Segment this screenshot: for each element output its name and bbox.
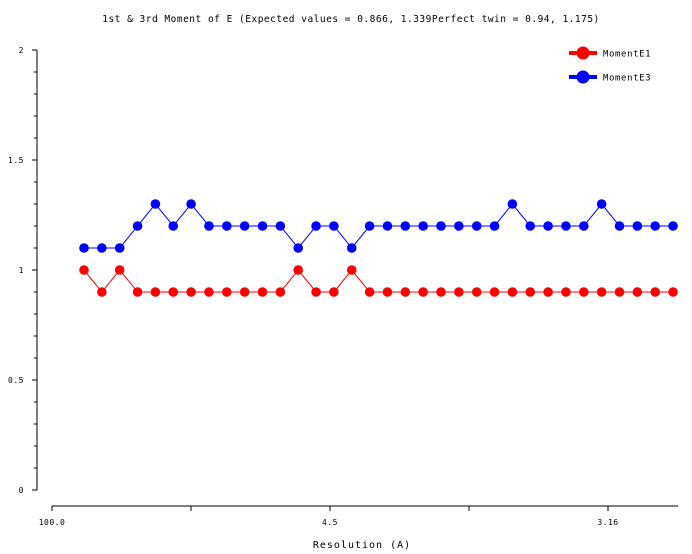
data-point-MomentE3 (346, 243, 357, 253)
data-point-MomentE3 (436, 221, 446, 231)
data-point-MomentE1 (650, 287, 660, 297)
data-point-MomentE3 (186, 199, 196, 209)
data-point-MomentE1 (222, 287, 232, 297)
data-point-MomentE3 (525, 221, 536, 231)
legend: MomentE1 MomentE3 (569, 46, 651, 84)
x-axis-label: Resolution (A) (313, 540, 411, 551)
data-point-MomentE1 (454, 287, 464, 297)
data-point-MomentE1 (97, 287, 107, 297)
data-point-MomentE3 (364, 221, 375, 231)
data-point-MomentE1 (132, 287, 143, 297)
data-point-MomentE3 (132, 221, 143, 231)
data-point-MomentE3 (579, 221, 589, 231)
data-point-MomentE3 (222, 221, 232, 231)
data-point-MomentE1 (257, 287, 268, 297)
data-point-MomentE3 (614, 221, 625, 231)
data-point-MomentE1 (311, 287, 321, 297)
series-line-MomentE3 (84, 203, 674, 249)
data-point-MomentE3 (632, 221, 643, 231)
data-point-MomentE3 (79, 243, 89, 253)
data-point-MomentE1 (400, 287, 411, 297)
data-point-MomentE1 (471, 287, 482, 297)
x-axis: 100.0 4.5 3.16 (39, 505, 678, 527)
data-point-MomentE3 (471, 221, 482, 231)
data-point-MomentE1 (364, 287, 375, 297)
data-point-MomentE1 (596, 287, 607, 297)
legend-swatch-marker (576, 46, 590, 60)
y-tick-label: 2 (19, 46, 24, 55)
data-point-MomentE1 (168, 287, 179, 297)
data-point-MomentE1 (436, 287, 446, 297)
data-point-MomentE1 (507, 287, 518, 297)
data-point-MomentE3 (543, 221, 553, 231)
x-tick-label: 4.5 (322, 518, 338, 527)
data-point-MomentE1 (239, 287, 250, 297)
data-point-MomentE3 (382, 221, 393, 231)
data-point-MomentE3 (114, 243, 125, 253)
x-tick-label: 100.0 (39, 518, 66, 527)
y-tick-label: 0.5 (8, 376, 24, 385)
data-point-MomentE3 (150, 199, 161, 209)
legend-label: MomentE1 (603, 50, 651, 60)
data-point-MomentE3 (239, 221, 250, 231)
data-point-MomentE1 (329, 287, 339, 297)
data-point-MomentE3 (418, 221, 428, 231)
data-point-MomentE3 (168, 221, 179, 231)
data-point-MomentE3 (596, 199, 607, 209)
data-point-MomentE1 (418, 287, 428, 297)
data-point-MomentE1 (186, 287, 196, 297)
series-layer (79, 199, 678, 297)
data-point-MomentE1 (489, 287, 500, 297)
y-axis: 0 0.5 1 1.5 2 (8, 46, 38, 495)
data-point-MomentE3 (400, 221, 411, 231)
data-point-MomentE3 (275, 221, 286, 231)
data-point-MomentE3 (293, 243, 304, 253)
data-point-MomentE1 (150, 287, 161, 297)
data-point-MomentE1 (614, 287, 625, 297)
y-tick-label: 1.5 (8, 156, 24, 165)
x-tick-label: 3.16 (597, 518, 618, 527)
chart-title: 1st & 3rd Moment of E (Expected values =… (102, 14, 600, 25)
series-line-MomentE1 (83, 269, 674, 293)
data-point-MomentE3 (507, 199, 518, 209)
data-point-MomentE1 (382, 287, 393, 297)
data-point-MomentE1 (114, 265, 125, 275)
data-point-MomentE1 (79, 265, 89, 275)
y-tick-label: 1 (19, 266, 24, 275)
data-point-MomentE1 (275, 287, 286, 297)
data-point-MomentE3 (561, 221, 571, 231)
data-point-MomentE1 (561, 287, 571, 297)
data-point-MomentE3 (97, 243, 107, 253)
data-point-MomentE3 (257, 221, 268, 231)
data-point-MomentE1 (668, 287, 678, 297)
data-point-MomentE3 (668, 221, 678, 231)
y-tick-label: 0 (19, 486, 24, 495)
data-point-MomentE3 (454, 221, 464, 231)
data-point-MomentE3 (489, 221, 500, 231)
legend-label: MomentE3 (603, 74, 651, 84)
data-point-MomentE1 (525, 287, 536, 297)
data-point-MomentE3 (329, 221, 339, 231)
data-point-MomentE1 (293, 265, 304, 275)
legend-swatch-marker (576, 70, 590, 84)
data-point-MomentE1 (346, 265, 357, 275)
data-point-MomentE3 (204, 221, 214, 231)
data-point-MomentE1 (632, 287, 643, 297)
data-point-MomentE3 (311, 221, 321, 231)
data-point-MomentE1 (204, 287, 214, 297)
data-point-MomentE3 (650, 221, 660, 231)
data-point-MomentE1 (579, 287, 589, 297)
data-point-MomentE1 (543, 287, 553, 297)
